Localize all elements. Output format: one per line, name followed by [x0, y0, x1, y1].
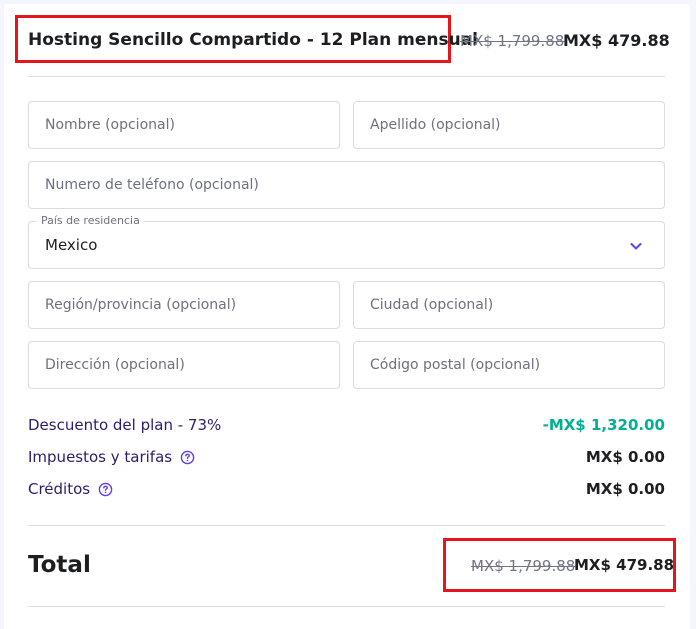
total-original-price: MX$ 1,799.88 [471, 557, 576, 575]
product-title: Hosting Sencillo Compartido - 12 Plan me… [28, 30, 479, 50]
credits-row: Créditos [28, 480, 113, 498]
total-highlight-box [443, 538, 676, 592]
credits-value: MX$ 0.00 [585, 480, 665, 498]
address-input[interactable] [29, 342, 339, 388]
original-price: MX$ 1,799.88 [460, 32, 565, 50]
taxes-row: Impuestos y tarifas [28, 448, 195, 466]
city-field[interactable] [353, 281, 665, 329]
country-select[interactable]: País de residencia Mexico [28, 214, 665, 269]
header-divider [28, 76, 665, 77]
phone-field[interactable] [28, 161, 665, 209]
city-input[interactable] [354, 282, 664, 328]
credits-label: Créditos [28, 480, 91, 498]
taxes-label: Impuestos y tarifas [28, 448, 173, 466]
question-circle-icon[interactable] [180, 450, 195, 465]
last-name-input[interactable] [354, 102, 664, 148]
question-circle-icon[interactable] [98, 482, 113, 497]
first-name-field[interactable] [28, 101, 340, 149]
region-input[interactable] [29, 282, 339, 328]
total-label: Total [28, 552, 91, 578]
discount-value: -MX$ 1,320.00 [542, 416, 665, 434]
title-highlight-box [15, 15, 451, 63]
total-divider [28, 606, 665, 607]
phone-input[interactable] [29, 162, 664, 208]
first-name-input[interactable] [29, 102, 339, 148]
postal-code-field[interactable] [353, 341, 665, 389]
product-price: MX$ 479.88 [563, 31, 670, 50]
country-select-label: País de residencia [37, 214, 144, 227]
discount-label: Descuento del plan - 73% [28, 416, 222, 434]
last-name-field[interactable] [353, 101, 665, 149]
chevron-down-icon[interactable] [628, 238, 644, 254]
address-field[interactable] [28, 341, 340, 389]
region-field[interactable] [28, 281, 340, 329]
taxes-value: MX$ 0.00 [585, 448, 665, 466]
summary-divider [28, 525, 665, 526]
total-price: MX$ 479.88 [574, 556, 675, 574]
postal-code-input[interactable] [354, 342, 664, 388]
country-select-value: Mexico [45, 236, 98, 254]
